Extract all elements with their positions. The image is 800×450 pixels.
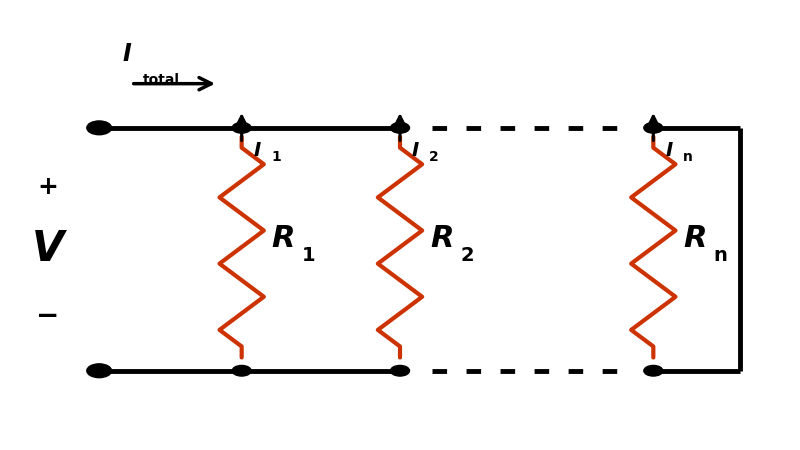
Text: +: + bbox=[38, 176, 58, 199]
Circle shape bbox=[87, 364, 111, 378]
Circle shape bbox=[232, 365, 251, 376]
Text: I: I bbox=[666, 141, 673, 160]
Circle shape bbox=[87, 121, 111, 135]
Circle shape bbox=[232, 122, 251, 133]
Text: 2: 2 bbox=[430, 150, 439, 164]
Circle shape bbox=[390, 122, 410, 133]
Text: n: n bbox=[682, 150, 693, 164]
Text: R: R bbox=[683, 224, 707, 253]
Text: R: R bbox=[272, 224, 295, 253]
Circle shape bbox=[390, 365, 410, 376]
Text: n: n bbox=[714, 247, 727, 266]
Text: total: total bbox=[142, 72, 180, 86]
Text: I: I bbox=[123, 42, 132, 66]
Text: V: V bbox=[31, 228, 64, 270]
Text: I: I bbox=[254, 141, 261, 160]
Circle shape bbox=[644, 365, 663, 376]
Text: I: I bbox=[412, 141, 419, 160]
Circle shape bbox=[644, 122, 663, 133]
Text: 1: 1 bbox=[271, 150, 281, 164]
Text: −: − bbox=[36, 302, 59, 329]
Text: 1: 1 bbox=[302, 247, 315, 266]
Text: 2: 2 bbox=[460, 247, 474, 266]
Text: R: R bbox=[430, 224, 454, 253]
